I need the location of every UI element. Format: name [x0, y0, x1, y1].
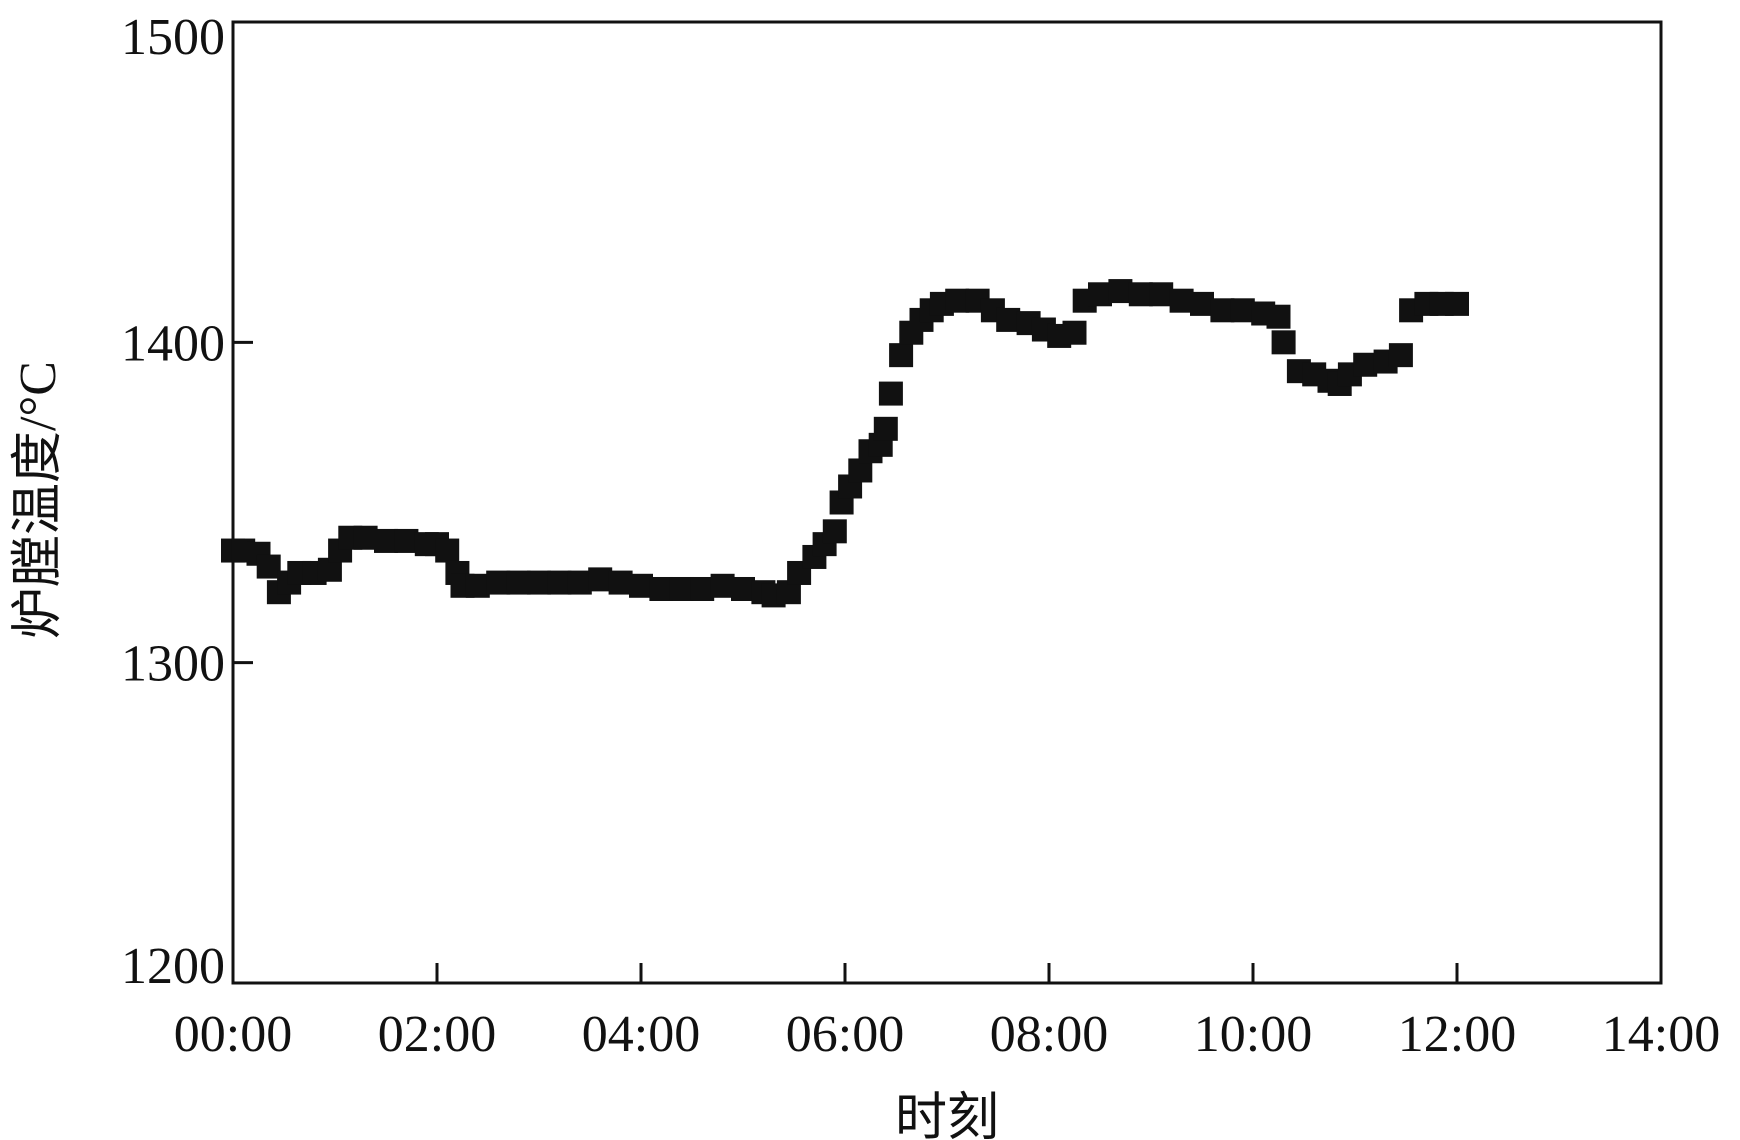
data-point	[1128, 282, 1153, 307]
data-point	[394, 528, 419, 553]
data-point	[945, 288, 970, 313]
data-point	[996, 307, 1021, 332]
data-point	[1388, 343, 1413, 368]
data-point	[1088, 282, 1112, 307]
data-point	[374, 528, 398, 553]
data-point	[256, 554, 281, 579]
data-point	[1169, 288, 1194, 313]
y-axis-label: 炉膛温度/°C	[10, 361, 67, 639]
x-axis: 00:00 02:00 04:00 06:00 08:00 10:00 12:00 14:00	[174, 963, 1720, 1063]
data-point	[353, 525, 378, 550]
x-tick-label: 00:00	[174, 1006, 292, 1063]
data-point	[629, 573, 653, 598]
data-point	[1266, 304, 1291, 329]
data-point	[527, 570, 551, 595]
data-point	[731, 576, 755, 601]
data-points	[221, 279, 1469, 608]
data-point	[1353, 352, 1378, 377]
y-tick-label: 1200	[121, 938, 225, 995]
data-point	[506, 570, 531, 595]
data-point	[669, 576, 694, 601]
data-point	[690, 576, 715, 601]
data-point	[889, 343, 914, 368]
data-point	[1445, 291, 1469, 316]
x-tick-label: 02:00	[378, 1006, 496, 1063]
data-point	[547, 570, 572, 595]
x-tick-label: 12:00	[1398, 1006, 1516, 1063]
data-point	[1149, 282, 1174, 307]
data-point	[822, 519, 847, 544]
data-point	[1271, 330, 1296, 355]
data-point	[608, 570, 633, 595]
data-point	[1108, 279, 1133, 304]
x-tick-label: 04:00	[582, 1006, 700, 1063]
plot-frame	[231, 20, 1663, 985]
x-tick-label: 10:00	[1194, 1006, 1312, 1063]
data-point	[1210, 298, 1235, 323]
data-point	[588, 567, 613, 592]
data-point	[567, 570, 592, 595]
data-point	[486, 570, 511, 595]
data-point	[465, 573, 490, 598]
x-axis-label: 时刻	[895, 1090, 999, 1140]
data-point	[435, 538, 460, 563]
x-tick-label: 14:00	[1602, 1006, 1720, 1063]
data-point	[1062, 320, 1087, 345]
y-axis: 1200 1300 1400 1500	[121, 9, 253, 995]
x-tick-label: 06:00	[786, 1006, 904, 1063]
y-tick-label: 1300	[121, 636, 225, 693]
y-tick-label: 1400	[121, 315, 225, 372]
data-point	[1230, 298, 1255, 323]
y-tick-label: 1500	[121, 9, 225, 66]
data-point	[710, 573, 735, 598]
data-point	[873, 416, 898, 441]
data-point	[878, 381, 903, 406]
data-point	[1190, 291, 1214, 316]
x-tick-label: 08:00	[990, 1006, 1108, 1063]
data-point	[649, 576, 674, 601]
